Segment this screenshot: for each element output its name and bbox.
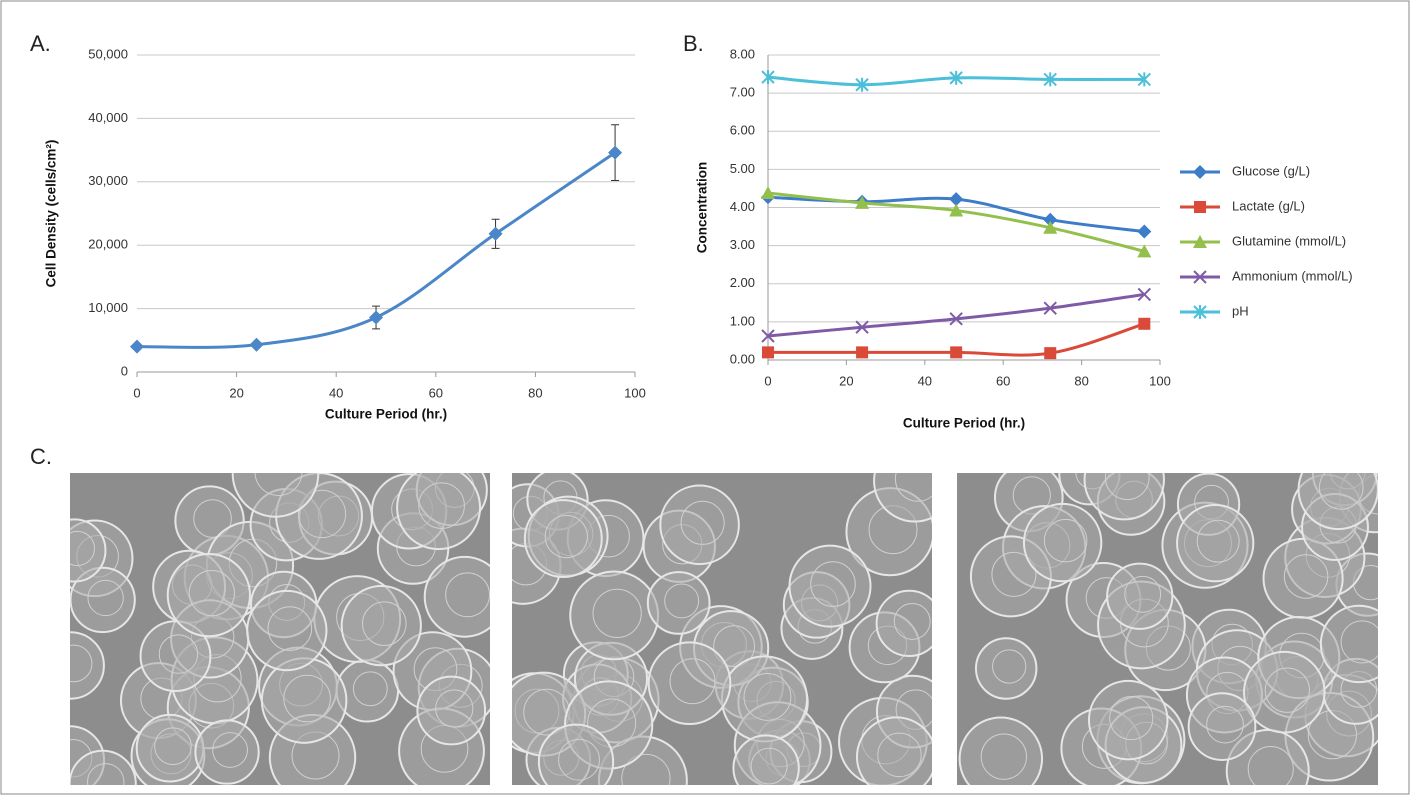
marker bbox=[1044, 347, 1056, 359]
x-tick-label: 80 bbox=[1074, 373, 1088, 388]
cell bbox=[397, 466, 480, 549]
cell bbox=[649, 642, 731, 724]
cell bbox=[570, 571, 658, 659]
cell bbox=[539, 725, 613, 795]
cell bbox=[1244, 652, 1325, 733]
x-tick-label: 40 bbox=[329, 385, 343, 400]
legend-label: Lactate (g/L) bbox=[1232, 198, 1305, 213]
cell bbox=[1189, 693, 1256, 760]
x-tick-label: 60 bbox=[996, 373, 1010, 388]
y-tick-label: 4.00 bbox=[730, 199, 755, 214]
y-tick-label: 7.00 bbox=[730, 85, 755, 100]
x-tick-label: 20 bbox=[229, 385, 243, 400]
cell bbox=[262, 658, 347, 743]
x-tick-label: 100 bbox=[1149, 373, 1171, 388]
y-tick-label: 30,000 bbox=[88, 173, 128, 188]
cell bbox=[1024, 504, 1101, 581]
marker bbox=[1138, 318, 1150, 330]
marker bbox=[950, 346, 962, 358]
x-tick-label: 60 bbox=[429, 385, 443, 400]
cell bbox=[1177, 505, 1253, 581]
y-tick-label: 0 bbox=[121, 363, 128, 378]
marker bbox=[856, 346, 868, 358]
x-tick-label: 0 bbox=[764, 373, 771, 388]
cell bbox=[1089, 681, 1167, 759]
y-tick-label: 5.00 bbox=[730, 161, 755, 176]
y-tick-label: 10,000 bbox=[88, 300, 128, 315]
cell bbox=[960, 717, 1042, 795]
panel-label: A. bbox=[30, 31, 51, 56]
x-axis-title: Culture Period (hr.) bbox=[325, 407, 447, 422]
cell bbox=[660, 486, 739, 565]
panel-label: C. bbox=[30, 444, 52, 469]
micrographs bbox=[36, 431, 1410, 795]
legend-label: Glucose (g/L) bbox=[1232, 163, 1310, 178]
cell bbox=[1107, 564, 1172, 629]
y-axis-title: Cell Density (cells/cm²) bbox=[44, 140, 59, 288]
y-tick-label: 2.00 bbox=[730, 275, 755, 290]
y-tick-label: 6.00 bbox=[730, 123, 755, 138]
figure: A. B. C. 0 10,000 20,000 30,000 40,000 50,000… bbox=[0, 0, 1410, 795]
x-tick-label: 100 bbox=[624, 385, 646, 400]
cell bbox=[857, 717, 936, 795]
panel-label: B. bbox=[683, 31, 704, 56]
x-tick-label: 40 bbox=[918, 373, 932, 388]
cell bbox=[137, 715, 204, 782]
legend-label: pH bbox=[1232, 303, 1249, 318]
y-tick-label: 8.00 bbox=[730, 46, 755, 61]
y-tick-label: 1.00 bbox=[730, 313, 755, 328]
y-tick-label: 20,000 bbox=[88, 237, 128, 252]
legend-label: Glutamine (mmol/L) bbox=[1232, 233, 1346, 248]
cell bbox=[976, 638, 1036, 698]
cell bbox=[195, 720, 258, 783]
x-tick-label: 20 bbox=[839, 373, 853, 388]
cell bbox=[789, 546, 870, 627]
y-tick-label: 0.00 bbox=[730, 351, 755, 366]
marker bbox=[1194, 201, 1206, 213]
y-axis-title: Concentration bbox=[695, 162, 710, 254]
cell bbox=[168, 554, 250, 636]
cell bbox=[648, 572, 710, 634]
x-tick-label: 80 bbox=[528, 385, 542, 400]
x-tick-label: 0 bbox=[133, 385, 140, 400]
cell bbox=[722, 656, 807, 741]
y-tick-label: 50,000 bbox=[88, 46, 128, 61]
marker bbox=[762, 346, 774, 358]
cell bbox=[525, 500, 602, 577]
cell bbox=[247, 591, 326, 670]
y-tick-label: 3.00 bbox=[730, 237, 755, 252]
x-axis-title: Culture Period (hr.) bbox=[903, 416, 1025, 431]
y-tick-label: 40,000 bbox=[88, 110, 128, 125]
cell bbox=[342, 586, 421, 665]
cell bbox=[417, 677, 485, 745]
legend-label: Ammonium (mmol/L) bbox=[1232, 268, 1353, 283]
